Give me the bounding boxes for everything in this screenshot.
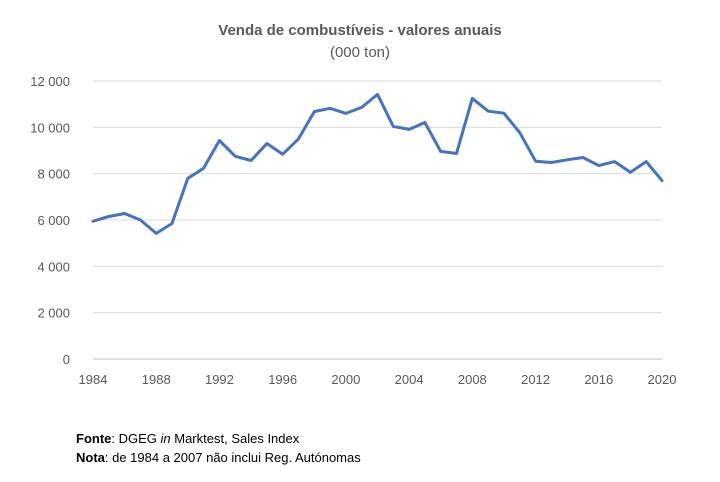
- x-tick-label: 2016: [584, 372, 613, 387]
- x-tick-label: 1984: [79, 372, 108, 387]
- x-tick-label: 2004: [395, 372, 424, 387]
- x-tick-label: 2000: [331, 372, 360, 387]
- y-tick-label: 2 000: [37, 306, 70, 321]
- source-text-2: Marktest, Sales Index: [170, 431, 300, 446]
- source-italic: in: [160, 431, 171, 446]
- x-tick-label: 2020: [648, 372, 677, 387]
- x-tick-label: 1996: [268, 372, 297, 387]
- series-line: [91, 92, 664, 235]
- y-tick-label: 12 000: [30, 74, 70, 89]
- chart: Venda de combustíveis - valores anuais (0…: [30, 22, 677, 387]
- x-tick-label: 1988: [142, 372, 171, 387]
- y-tick-label: 10 000: [30, 120, 70, 135]
- y-tick-label: 8 000: [37, 167, 70, 182]
- note-text: : de 1984 a 2007 não inclui Reg. Autónom…: [104, 450, 361, 465]
- y-tick-label: 4 000: [37, 259, 70, 274]
- chart-subtitle: (000 ton): [330, 44, 390, 61]
- chart-notes: Fonte: DGEG in Marktest, Sales Index Not…: [76, 429, 361, 467]
- y-tick-label: 6 000: [37, 213, 70, 228]
- y-tick-label: 0: [63, 352, 70, 367]
- source-note: Fonte: DGEG in Marktest, Sales Index: [76, 429, 361, 448]
- source-text-1: : DGEG: [111, 431, 161, 446]
- x-tick-label: 1992: [205, 372, 234, 387]
- source-label: Fonte: [76, 431, 112, 446]
- note-label: Nota: [76, 450, 105, 465]
- x-tick-label: 2008: [458, 372, 487, 387]
- x-tick-label: 2012: [521, 372, 550, 387]
- line-chart: Venda de combustíveis - valores anuais (0…: [30, 22, 677, 387]
- scope-note: Nota: de 1984 a 2007 não inclui Reg. Aut…: [76, 448, 361, 467]
- chart-title: Venda de combustíveis - valores anuais: [218, 22, 501, 39]
